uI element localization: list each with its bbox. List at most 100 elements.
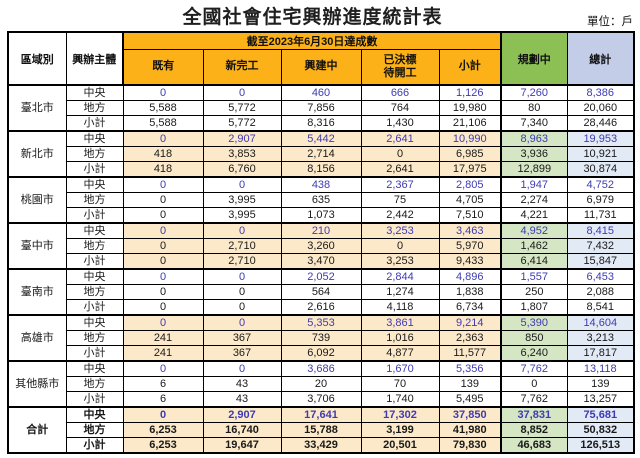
value-cell: 367	[202, 345, 282, 362]
value-cell: 15,788	[280, 422, 362, 438]
value-cell: 8,156	[280, 161, 362, 178]
value-cell: 12,899	[500, 161, 568, 178]
value-cell: 850	[500, 330, 568, 346]
entity-label: 中央	[65, 406, 124, 423]
value-cell: 1,073	[280, 207, 362, 224]
value-cell: 5,588	[122, 115, 204, 132]
entity-label: 小計	[65, 437, 124, 454]
region-label: 桃園市	[7, 176, 67, 224]
value-cell: 8,852	[500, 422, 568, 438]
entity-label: 小計	[65, 391, 124, 408]
value-cell: 4,896	[438, 268, 502, 285]
entity-label: 地方	[65, 146, 124, 162]
value-cell: 3,936	[500, 146, 568, 162]
region-label: 新北市	[7, 130, 67, 178]
value-cell: 6,253	[122, 437, 204, 454]
value-cell: 3,861	[360, 314, 440, 331]
value-cell: 2,710	[202, 238, 282, 254]
value-cell: 4,952	[500, 222, 568, 239]
entity-label: 中央	[65, 222, 124, 239]
region-row: 合計 中央 0 2,907 17,641 17,302 37,850 37,831 75,681	[7, 406, 635, 454]
value-cell: 0	[122, 314, 204, 331]
value-cell: 0	[122, 406, 204, 423]
value-cell: 9,214	[438, 314, 502, 331]
value-cell: 5,353	[280, 314, 362, 331]
value-cell: 20,060	[566, 100, 635, 116]
entity-label: 中央	[65, 360, 124, 377]
entity-label: 小計	[65, 345, 124, 362]
value-cell: 19,980	[438, 100, 502, 116]
value-cell: 241	[122, 330, 204, 346]
value-cell: 30,874	[566, 161, 635, 178]
value-cell: 0	[122, 207, 204, 224]
value-cell: 7,432	[566, 238, 635, 254]
subcolumn-header-newly-completed: 新完工	[202, 49, 282, 86]
entity-label: 中央	[65, 268, 124, 285]
value-cell: 2,274	[500, 192, 568, 208]
value-cell: 5,390	[500, 314, 568, 331]
region-row: 小計 6 43 3,706 1,740 5,495 7,762 13,257	[8, 391, 635, 408]
value-cell: 0	[202, 299, 282, 316]
entity-label: 中央	[65, 84, 124, 101]
entity-label: 地方	[65, 100, 124, 116]
value-cell: 241	[122, 345, 204, 362]
value-cell: 1,947	[500, 176, 568, 193]
value-cell: 21,106	[438, 115, 502, 132]
entity-label: 地方	[65, 330, 124, 346]
value-cell: 2,052	[280, 268, 362, 285]
value-cell: 0	[122, 360, 204, 377]
entity-label: 地方	[65, 192, 124, 208]
region-column-header: 區域別	[7, 31, 67, 86]
value-cell: 0	[202, 176, 282, 193]
region-label: 臺北市	[7, 84, 67, 132]
entity-label: 小計	[65, 253, 124, 270]
value-cell: 0	[202, 360, 282, 377]
value-cell: 2,088	[566, 284, 635, 300]
value-cell: 14,604	[566, 314, 635, 331]
value-cell: 1,557	[500, 268, 568, 285]
value-cell: 4,118	[360, 299, 440, 316]
value-cell: 7,510	[438, 207, 502, 224]
value-cell: 564	[280, 284, 362, 300]
value-cell: 460	[280, 84, 362, 101]
value-cell: 11,731	[566, 207, 635, 224]
value-cell: 0	[202, 284, 282, 300]
value-cell: 9,433	[438, 253, 502, 270]
value-cell: 3,253	[360, 222, 440, 239]
value-cell: 6,414	[500, 253, 568, 270]
value-cell: 6	[122, 391, 204, 408]
region-row: 臺中市 中央 0 0 210 3,253 3,463 4,952 8,415	[7, 222, 635, 270]
value-cell: 2,641	[360, 161, 440, 178]
subcolumn-header-subtotal: 小計	[438, 49, 502, 86]
value-cell: 2,710	[202, 253, 282, 270]
region-row: 桃園市 中央 0 0 438 2,367 2,805 1,947 4,752	[7, 176, 635, 224]
entity-label: 小計	[65, 115, 124, 132]
value-cell: 0	[122, 268, 204, 285]
entity-column-header: 興辦主體	[65, 31, 124, 86]
value-cell: 666	[360, 84, 440, 101]
region-row: 小計 0 0 2,616 4,118 6,734 1,807 8,541	[8, 299, 635, 316]
region-row: 臺南市 中央 0 0 2,052 2,844 4,896 1,557 6,453	[7, 268, 635, 316]
table-header: 區域別 興辦主體 截至2023年6月30日達成數 規劃中 總計 既有 新完工 興建中…	[7, 31, 635, 86]
value-cell: 5,588	[122, 100, 204, 116]
value-cell: 1,430	[360, 115, 440, 132]
value-cell: 1,670	[360, 360, 440, 377]
value-cell: 3,995	[202, 207, 282, 224]
value-cell: 4,705	[438, 192, 502, 208]
region-row: 地方 0 2,710 3,260 0 5,970 1,462 7,432	[8, 238, 635, 254]
value-cell: 6,760	[202, 161, 282, 178]
value-cell: 764	[360, 100, 440, 116]
value-cell: 0	[122, 299, 204, 316]
value-cell: 17,975	[438, 161, 502, 178]
region-row: 小計 241 367 6,092 4,877 11,577 6,240 17,817	[8, 345, 635, 362]
value-cell: 15,847	[566, 253, 635, 270]
value-cell: 0	[360, 146, 440, 162]
value-cell: 0	[202, 314, 282, 331]
value-cell: 75,681	[566, 406, 635, 423]
value-cell: 80	[500, 100, 568, 116]
value-cell: 1,838	[438, 284, 502, 300]
value-cell: 0	[202, 84, 282, 101]
entity-label: 中央	[65, 130, 124, 147]
value-cell: 0	[122, 192, 204, 208]
entity-label: 小計	[65, 161, 124, 178]
